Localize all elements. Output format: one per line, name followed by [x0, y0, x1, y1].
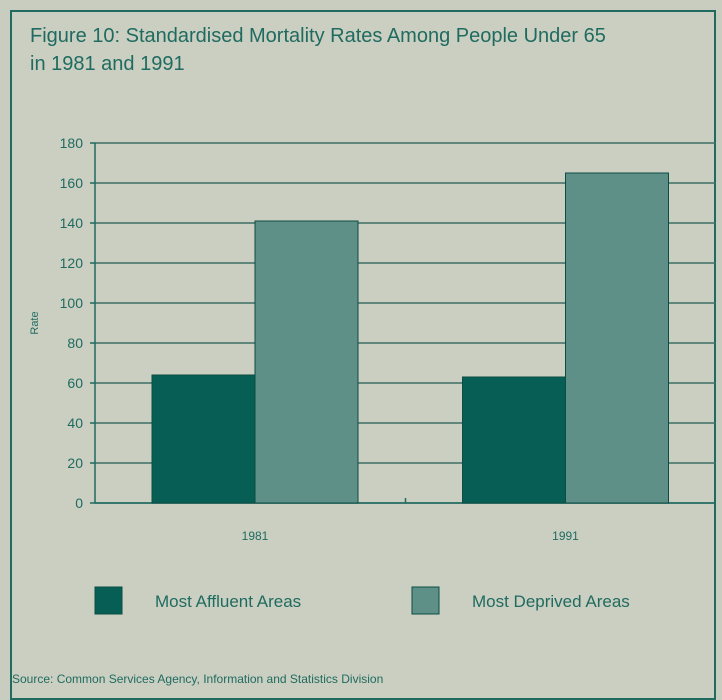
- legend-label: Most Affluent Areas: [155, 592, 301, 611]
- bar: [462, 376, 566, 504]
- y-axis-label: Rate: [29, 311, 41, 334]
- y-tick-label: 180: [60, 135, 84, 151]
- y-tick-label: 140: [60, 215, 84, 231]
- legend-swatch: [411, 586, 440, 615]
- bar: [151, 374, 256, 504]
- y-tick-label: 100: [60, 295, 84, 311]
- bar: [254, 220, 359, 504]
- y-tick-label: 40: [67, 415, 83, 431]
- x-tick-label: 1981: [242, 529, 269, 543]
- y-tick-label: 20: [67, 455, 83, 471]
- x-tick-label: 1991: [552, 529, 579, 543]
- y-tick-label: 60: [67, 375, 83, 391]
- chart-title-line-2: in 1981 and 1991: [30, 53, 185, 75]
- y-tick-label: 0: [75, 495, 83, 511]
- legend-label: Most Deprived Areas: [472, 592, 630, 611]
- source-note: Source: Common Services Agency, Informat…: [12, 672, 384, 686]
- bar: [565, 172, 669, 504]
- y-tick-label: 160: [60, 175, 84, 191]
- legend-swatch: [94, 586, 123, 615]
- chart-title-line-1: Figure 10: Standardised Mortality Rates …: [30, 25, 606, 47]
- y-tick-label: 120: [60, 255, 84, 271]
- y-tick-label: 80: [67, 335, 83, 351]
- chart-title: Figure 10: Standardised Mortality Rates …: [30, 22, 710, 78]
